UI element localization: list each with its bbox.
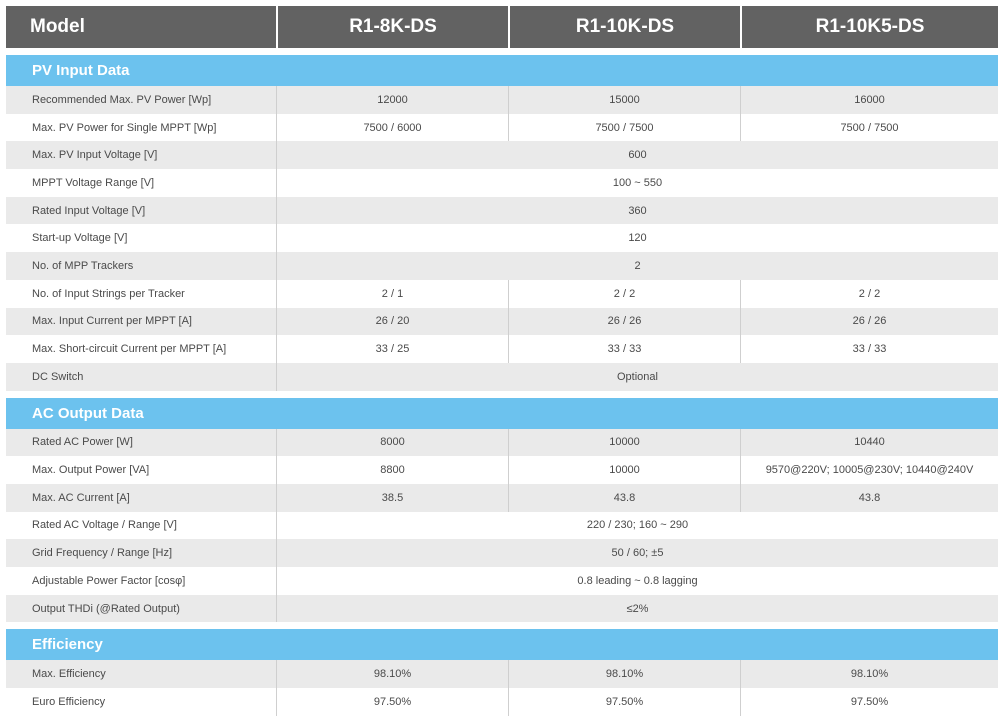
row-label: Max. Input Current per MPPT [A] [32, 315, 192, 328]
header-model-label: Model [30, 16, 85, 37]
row-value-r1-8k-ds: 97.50% [276, 688, 508, 716]
section-gap [6, 390, 998, 398]
header-model-r1-8k-ds: R1-8K-DS [276, 6, 508, 48]
row-value-r1-8k-ds: 7500 / 6000 [276, 113, 508, 142]
row-label: Recommended Max. PV Power [Wp] [32, 93, 212, 106]
section-rows: Recommended Max. PV Power [Wp] 12000 15000… [6, 86, 998, 391]
table-row: Max. Short-circuit Current per MPPT [A] 3… [6, 335, 998, 363]
row-value-r1-10k5-ds: 97.50% [740, 688, 998, 716]
row-value-r1-10k-ds: 26 / 26 [508, 307, 740, 336]
row-label: Rated Input Voltage [V] [32, 204, 146, 217]
row-label: Rated AC Power [W] [32, 436, 133, 449]
table-row: Rated AC Power [W] 8000 10000 10440 [6, 428, 998, 457]
row-label: DC Switch [32, 370, 84, 383]
row-value-all-models: 50 / 60; ±5 [276, 539, 998, 567]
row-label: Output THDi (@Rated Output) [32, 602, 180, 615]
row-value-r1-10k-ds: 15000 [508, 86, 740, 114]
row-label: Max. AC Current [A] [32, 491, 130, 504]
row-value-r1-10k5-ds: 43.8 [740, 483, 998, 512]
row-value-all-models: 220 / 230; 160 ~ 290 [276, 511, 998, 540]
table-row: MPPT Voltage Range [V] 100 ~ 550 [6, 169, 998, 197]
row-value-r1-10k5-ds: 2 / 2 [740, 279, 998, 308]
row-value-r1-10k-ds: 10000 [508, 428, 740, 457]
table-row: Max. Output Power [VA] 8800 10000 9570@220V… [6, 456, 998, 484]
row-label: MPPT Voltage Range [V] [32, 176, 155, 189]
row-value-r1-10k-ds: 2 / 2 [508, 279, 740, 308]
row-value-r1-8k-ds: 2 / 1 [276, 279, 508, 308]
row-value-all-models: 100 ~ 550 [276, 169, 998, 197]
row-value-r1-10k5-ds: 7500 / 7500 [740, 113, 998, 142]
section-gap [6, 48, 998, 55]
row-label: Max. Short-circuit Current per MPPT [A] [32, 343, 227, 356]
row-label: No. of Input Strings per Tracker [32, 287, 185, 300]
table-row: Adjustable Power Factor [cosφ] 0.8 leadin… [6, 567, 998, 595]
row-value-r1-10k5-ds: 9570@220V; 10005@230V; 10440@240V [740, 456, 998, 484]
table-row: Max. AC Current [A] 38.5 43.8 43.8 [6, 483, 998, 512]
table-row: DC Switch Optional [6, 362, 998, 391]
row-value-all-models: 120 [276, 224, 998, 253]
section-title-ac-output-data: AC Output Data [6, 397, 998, 429]
table-row: Grid Frequency / Range [Hz] 50 / 60; ±5 [6, 539, 998, 567]
row-value-r1-10k-ds: 33 / 33 [508, 335, 740, 363]
table-row: Max. Efficiency 98.10% 98.10% 98.10% [6, 660, 998, 689]
row-value-r1-10k-ds: 43.8 [508, 483, 740, 512]
row-value-all-models: 360 [276, 196, 998, 225]
table-row: Euro Efficiency 97.50% 97.50% 97.50% [6, 688, 998, 716]
row-value-r1-10k-ds: 97.50% [508, 688, 740, 716]
table-row: Start-up Voltage [V] 120 [6, 224, 998, 253]
table-body: PV Input Data Recommended Max. PV Power [… [6, 48, 998, 716]
row-label: Max. Output Power [VA] [32, 464, 150, 477]
header-model-r1-10k5-ds: R1-10K5-DS [740, 6, 998, 48]
table-row: Rated AC Voltage / Range [V] 220 / 230; 1… [6, 511, 998, 540]
row-value-all-models: Optional [276, 362, 998, 391]
row-value-r1-8k-ds: 38.5 [276, 483, 508, 512]
row-value-all-models: ≤2% [276, 594, 998, 623]
row-label: Grid Frequency / Range [Hz] [32, 547, 173, 560]
section-title-efficiency: Efficiency [6, 629, 998, 661]
row-value-all-models: 600 [276, 141, 998, 170]
row-label: Max. Efficiency [32, 668, 106, 681]
section-title-pv-input-data: PV Input Data [6, 55, 998, 86]
section-rows: Max. Efficiency 98.10% 98.10% 98.10% Euro Ef… [6, 660, 998, 716]
table-row: Recommended Max. PV Power [Wp] 12000 15000… [6, 86, 998, 114]
section-gap [6, 622, 998, 630]
row-label: Rated AC Voltage / Range [V] [32, 519, 177, 532]
row-label: No. of MPP Trackers [32, 259, 134, 272]
table-row: Max. PV Power for Single MPPT [Wp] 7500 /… [6, 113, 998, 142]
row-value-r1-8k-ds: 8000 [276, 428, 508, 457]
row-value-r1-10k-ds: 98.10% [508, 660, 740, 689]
row-label: Start-up Voltage [V] [32, 232, 128, 245]
table-row: No. of MPP Trackers 2 [6, 252, 998, 280]
row-value-all-models: 2 [276, 252, 998, 280]
row-value-r1-10k5-ds: 26 / 26 [740, 307, 998, 336]
row-value-r1-10k-ds: 10000 [508, 456, 740, 484]
row-label: Adjustable Power Factor [cosφ] [32, 574, 186, 587]
row-value-r1-8k-ds: 33 / 25 [276, 335, 508, 363]
spec-table: Model R1-8K-DS R1-10K-DS R1-10K5-DS PV I… [6, 6, 998, 716]
table-row: Output THDi (@Rated Output) ≤2% [6, 594, 998, 623]
row-value-r1-8k-ds: 98.10% [276, 660, 508, 689]
header-model-r1-10k-ds: R1-10K-DS [508, 6, 740, 48]
row-value-r1-10k-ds: 7500 / 7500 [508, 113, 740, 142]
row-value-all-models: 0.8 leading ~ 0.8 lagging [276, 567, 998, 595]
row-label: Euro Efficiency [32, 695, 106, 708]
row-value-r1-10k5-ds: 16000 [740, 86, 998, 114]
table-header: Model R1-8K-DS R1-10K-DS R1-10K5-DS [6, 6, 998, 48]
row-value-r1-8k-ds: 8800 [276, 456, 508, 484]
table-row: Max. PV Input Voltage [V] 600 [6, 141, 998, 170]
row-value-r1-10k5-ds: 10440 [740, 428, 998, 457]
section-rows: Rated AC Power [W] 8000 10000 10440 Max. Out… [6, 428, 998, 623]
row-label: Max. PV Power for Single MPPT [Wp] [32, 121, 217, 134]
table-row: Max. Input Current per MPPT [A] 26 / 20 26… [6, 307, 998, 336]
table-row: Rated Input Voltage [V] 360 [6, 196, 998, 225]
row-value-r1-10k5-ds: 33 / 33 [740, 335, 998, 363]
row-label: Max. PV Input Voltage [V] [32, 149, 158, 162]
row-value-r1-8k-ds: 12000 [276, 86, 508, 114]
row-value-r1-10k5-ds: 98.10% [740, 660, 998, 689]
row-value-r1-8k-ds: 26 / 20 [276, 307, 508, 336]
